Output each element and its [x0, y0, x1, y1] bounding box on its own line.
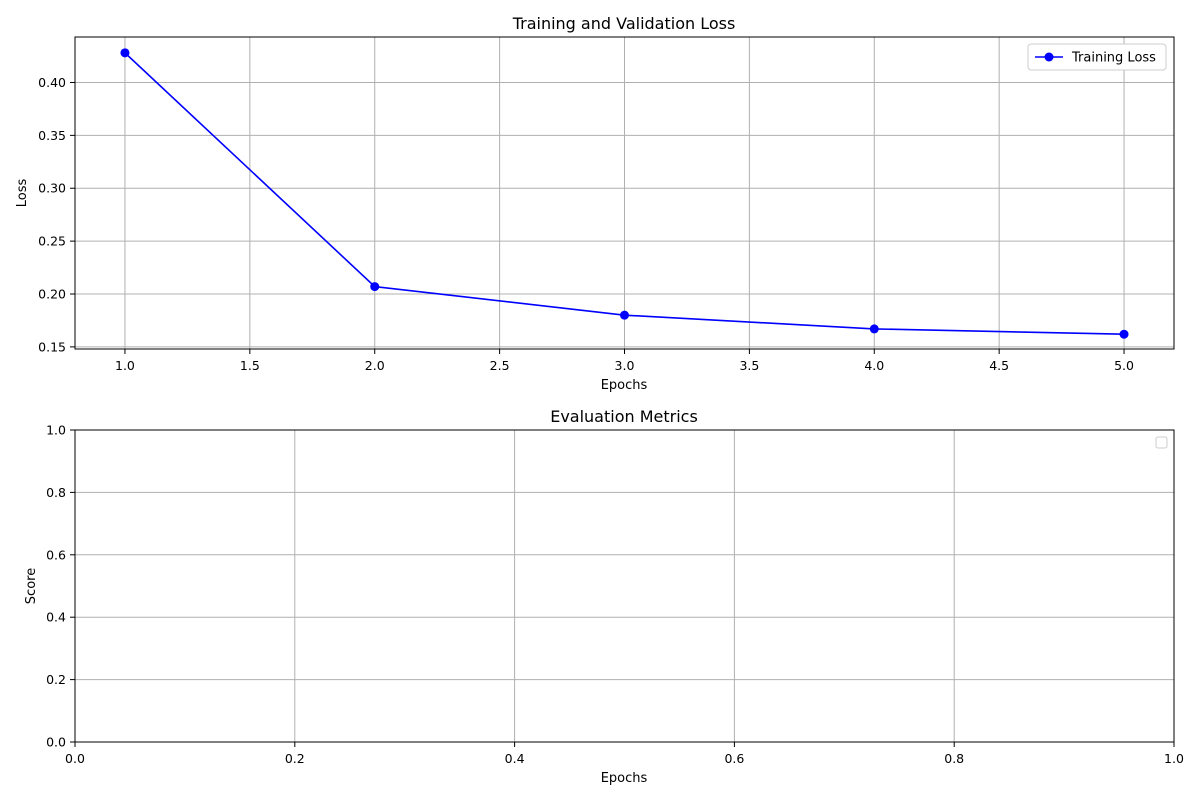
series-layer [120, 48, 1129, 339]
y-tick-label: 0.30 [38, 181, 66, 196]
x-tick-label: 0.2 [285, 751, 305, 766]
x-tick-label: 0.6 [724, 751, 744, 766]
y-tick-label: 0.0 [46, 735, 66, 750]
data-point [120, 48, 130, 58]
data-point [370, 282, 380, 292]
metrics-chart: Evaluation Metrics Epochs Score 0.0 0.2 0.… [24, 407, 1184, 786]
x-tick-label: 1.0 [1164, 751, 1184, 766]
x-tick-label: 4.0 [864, 358, 884, 373]
data-point [869, 324, 879, 334]
data-point [1119, 329, 1129, 339]
y-axis-label: Loss [15, 179, 30, 208]
legend-label-training-loss: Training Loss [1071, 51, 1156, 66]
x-tick-label: 1.0 [115, 358, 135, 373]
ticks: 1.0 1.5 2.0 2.5 3.0 3.5 4.0 4.5 5.0 0.15 0.20 0.25 0… [38, 75, 1134, 373]
chart-title: Evaluation Metrics [550, 407, 698, 426]
x-tick-label: 0.4 [505, 751, 525, 766]
legend-box [1027, 43, 1167, 71]
y-tick-label: 0.25 [38, 234, 66, 249]
grid [75, 37, 1174, 349]
legend: Training Loss [1027, 43, 1167, 71]
data-point [620, 310, 629, 320]
x-tick-label: 2.0 [365, 358, 385, 373]
y-tick-label: 0.2 [46, 672, 66, 687]
ticks: 0.0 0.2 0.4 0.6 0.8 1.0 0.0 0.2 0.4 0.6 0.8 1.0 [46, 423, 1184, 767]
y-axis-label: Score [24, 568, 39, 604]
x-tick-label: 4.5 [989, 358, 1009, 373]
y-tick-label: 1.0 [46, 423, 66, 438]
x-tick-label: 5.0 [1114, 358, 1134, 373]
y-tick-label: 0.35 [38, 128, 66, 143]
x-axis-label: Epochs [601, 378, 648, 393]
legend-marker [1044, 52, 1054, 62]
x-tick-label: 0.0 [65, 751, 85, 766]
x-tick-label: 3.5 [739, 358, 759, 373]
loss-chart: Training and Validation Loss Epochs Loss… [15, 14, 1175, 393]
x-tick-label: 0.8 [944, 751, 964, 766]
x-axis-label: Epochs [601, 771, 648, 786]
y-tick-label: 0.6 [46, 547, 66, 562]
y-tick-label: 0.20 [38, 287, 66, 302]
plot-frame [74, 429, 1175, 743]
legend [1155, 436, 1168, 449]
x-tick-label: 2.5 [490, 358, 510, 373]
y-tick-label: 0.15 [38, 339, 66, 354]
y-tick-label: 0.8 [46, 485, 66, 500]
y-tick-label: 0.40 [38, 75, 66, 90]
x-tick-label: 3.0 [615, 358, 635, 373]
x-tick-label: 1.5 [240, 358, 260, 373]
plot-frame [74, 36, 1175, 350]
legend-box-empty [1155, 436, 1168, 449]
chart-title: Training and Validation Loss [512, 14, 736, 33]
y-tick-label: 0.4 [46, 610, 66, 625]
grid [74, 429, 1175, 743]
